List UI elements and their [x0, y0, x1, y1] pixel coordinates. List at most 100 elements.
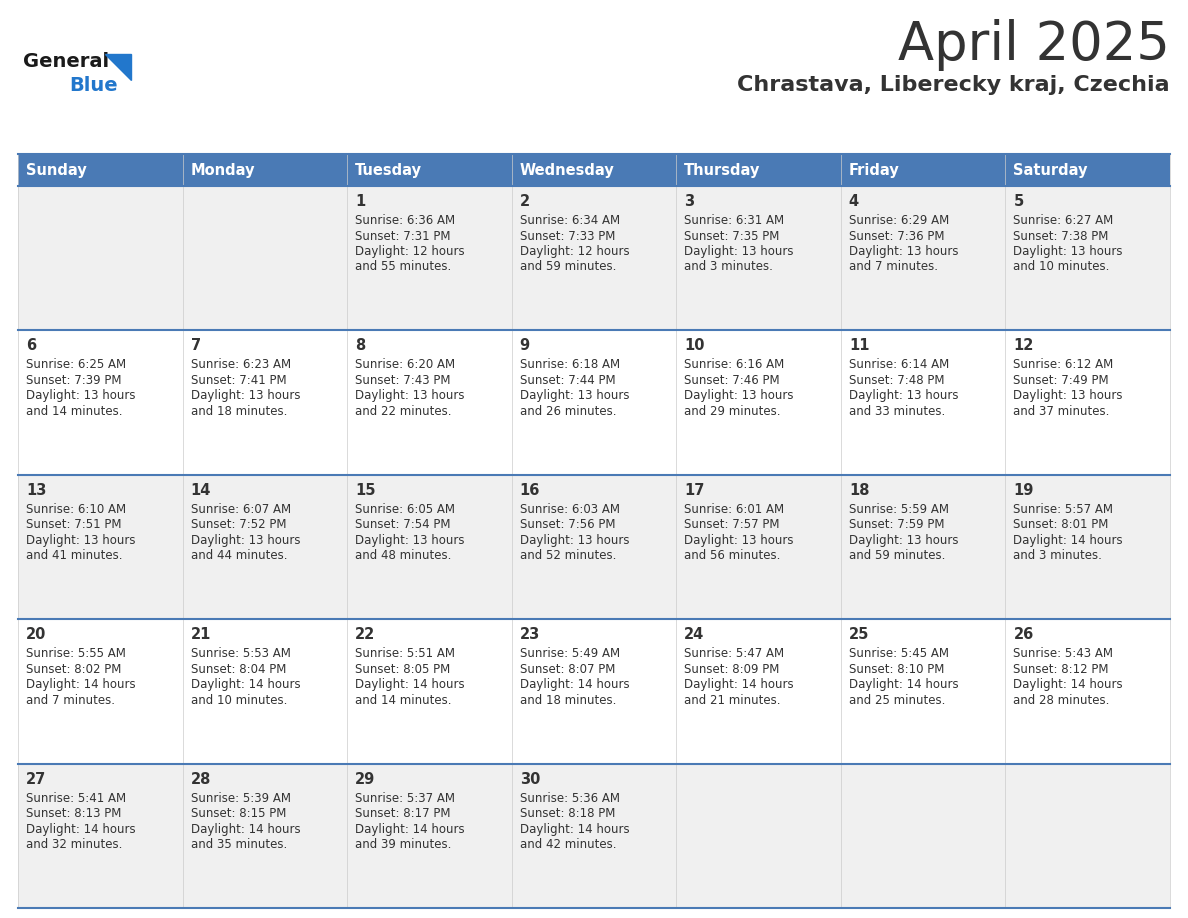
Text: Daylight: 13 hours: Daylight: 13 hours: [190, 533, 301, 547]
Bar: [512, 330, 676, 475]
Bar: [512, 154, 676, 186]
Text: Sunrise: 5:37 AM: Sunrise: 5:37 AM: [355, 791, 455, 804]
Bar: [1005, 764, 1170, 908]
Text: Sunday: Sunday: [26, 162, 87, 177]
Text: Daylight: 14 hours: Daylight: 14 hours: [1013, 678, 1123, 691]
Bar: [841, 620, 1005, 764]
Text: Sunrise: 6:36 AM: Sunrise: 6:36 AM: [355, 214, 455, 227]
Bar: [1005, 620, 1170, 764]
Bar: [347, 475, 512, 620]
Text: 11: 11: [849, 339, 870, 353]
Text: Sunset: 7:43 PM: Sunset: 7:43 PM: [355, 374, 450, 386]
Bar: [676, 620, 841, 764]
Text: Daylight: 13 hours: Daylight: 13 hours: [355, 389, 465, 402]
Text: General: General: [23, 52, 109, 71]
Text: Sunset: 7:39 PM: Sunset: 7:39 PM: [26, 374, 121, 386]
Text: and 3 minutes.: and 3 minutes.: [684, 261, 773, 274]
Bar: [1005, 186, 1170, 330]
Text: 6: 6: [26, 339, 36, 353]
Text: 18: 18: [849, 483, 870, 498]
Bar: [841, 154, 1005, 186]
Text: Sunrise: 6:12 AM: Sunrise: 6:12 AM: [1013, 358, 1113, 372]
Text: Sunrise: 5:55 AM: Sunrise: 5:55 AM: [26, 647, 126, 660]
Text: 24: 24: [684, 627, 704, 643]
Text: 20: 20: [26, 627, 46, 643]
Text: Daylight: 13 hours: Daylight: 13 hours: [849, 389, 959, 402]
Text: and 42 minutes.: and 42 minutes.: [519, 838, 617, 851]
Text: and 18 minutes.: and 18 minutes.: [190, 405, 287, 418]
Bar: [183, 475, 347, 620]
Bar: [183, 764, 347, 908]
Text: Sunrise: 6:16 AM: Sunrise: 6:16 AM: [684, 358, 784, 372]
Text: Sunrise: 5:53 AM: Sunrise: 5:53 AM: [190, 647, 290, 660]
Text: 8: 8: [355, 339, 366, 353]
Text: Sunrise: 6:05 AM: Sunrise: 6:05 AM: [355, 503, 455, 516]
Text: 2: 2: [519, 194, 530, 209]
Text: and 18 minutes.: and 18 minutes.: [519, 694, 617, 707]
Bar: [676, 330, 841, 475]
Text: Sunrise: 6:34 AM: Sunrise: 6:34 AM: [519, 214, 620, 227]
Text: April 2025: April 2025: [898, 19, 1170, 71]
Text: Sunset: 7:48 PM: Sunset: 7:48 PM: [849, 374, 944, 386]
Text: Daylight: 14 hours: Daylight: 14 hours: [684, 678, 794, 691]
Text: 1: 1: [355, 194, 366, 209]
Text: 30: 30: [519, 772, 541, 787]
Text: Sunset: 8:09 PM: Sunset: 8:09 PM: [684, 663, 779, 676]
Bar: [841, 186, 1005, 330]
Text: Daylight: 14 hours: Daylight: 14 hours: [519, 678, 630, 691]
Bar: [347, 330, 512, 475]
Text: Daylight: 13 hours: Daylight: 13 hours: [1013, 389, 1123, 402]
Text: Sunrise: 5:39 AM: Sunrise: 5:39 AM: [190, 791, 291, 804]
Text: Sunset: 8:04 PM: Sunset: 8:04 PM: [190, 663, 286, 676]
Bar: [676, 764, 841, 908]
Text: Friday: Friday: [849, 162, 899, 177]
Polygon shape: [105, 54, 131, 80]
Text: 4: 4: [849, 194, 859, 209]
Text: and 10 minutes.: and 10 minutes.: [1013, 261, 1110, 274]
Text: Sunrise: 6:10 AM: Sunrise: 6:10 AM: [26, 503, 126, 516]
Text: and 35 minutes.: and 35 minutes.: [190, 838, 286, 851]
Bar: [347, 764, 512, 908]
Text: Daylight: 13 hours: Daylight: 13 hours: [684, 533, 794, 547]
Text: Sunset: 7:35 PM: Sunset: 7:35 PM: [684, 230, 779, 242]
Text: Sunset: 7:52 PM: Sunset: 7:52 PM: [190, 519, 286, 532]
Text: and 37 minutes.: and 37 minutes.: [1013, 405, 1110, 418]
Text: Sunset: 7:54 PM: Sunset: 7:54 PM: [355, 519, 450, 532]
Bar: [18, 764, 183, 908]
Text: Sunrise: 6:03 AM: Sunrise: 6:03 AM: [519, 503, 620, 516]
Bar: [676, 154, 841, 186]
Text: Thursday: Thursday: [684, 162, 760, 177]
Text: 25: 25: [849, 627, 870, 643]
Text: Sunrise: 5:49 AM: Sunrise: 5:49 AM: [519, 647, 620, 660]
Text: Daylight: 13 hours: Daylight: 13 hours: [355, 533, 465, 547]
Text: and 14 minutes.: and 14 minutes.: [26, 405, 122, 418]
Text: Sunset: 8:01 PM: Sunset: 8:01 PM: [1013, 519, 1108, 532]
Text: Sunrise: 5:45 AM: Sunrise: 5:45 AM: [849, 647, 949, 660]
Bar: [512, 764, 676, 908]
Text: and 59 minutes.: and 59 minutes.: [519, 261, 617, 274]
Text: Daylight: 13 hours: Daylight: 13 hours: [26, 533, 135, 547]
Text: Blue: Blue: [69, 76, 118, 95]
Text: 16: 16: [519, 483, 541, 498]
Text: Daylight: 14 hours: Daylight: 14 hours: [1013, 533, 1123, 547]
Bar: [183, 330, 347, 475]
Bar: [18, 154, 183, 186]
Text: Sunset: 8:13 PM: Sunset: 8:13 PM: [26, 807, 121, 820]
Text: Daylight: 13 hours: Daylight: 13 hours: [849, 245, 959, 258]
Text: 15: 15: [355, 483, 375, 498]
Text: 17: 17: [684, 483, 704, 498]
Text: 22: 22: [355, 627, 375, 643]
Text: Sunset: 8:17 PM: Sunset: 8:17 PM: [355, 807, 450, 820]
Bar: [676, 475, 841, 620]
Text: 29: 29: [355, 772, 375, 787]
Text: and 59 minutes.: and 59 minutes.: [849, 549, 946, 563]
Text: Sunrise: 6:23 AM: Sunrise: 6:23 AM: [190, 358, 291, 372]
Bar: [183, 154, 347, 186]
Text: and 52 minutes.: and 52 minutes.: [519, 549, 617, 563]
Text: Sunrise: 5:59 AM: Sunrise: 5:59 AM: [849, 503, 949, 516]
Text: and 25 minutes.: and 25 minutes.: [849, 694, 946, 707]
Text: 9: 9: [519, 339, 530, 353]
Bar: [512, 475, 676, 620]
Text: Sunrise: 6:07 AM: Sunrise: 6:07 AM: [190, 503, 291, 516]
Text: Daylight: 14 hours: Daylight: 14 hours: [519, 823, 630, 835]
